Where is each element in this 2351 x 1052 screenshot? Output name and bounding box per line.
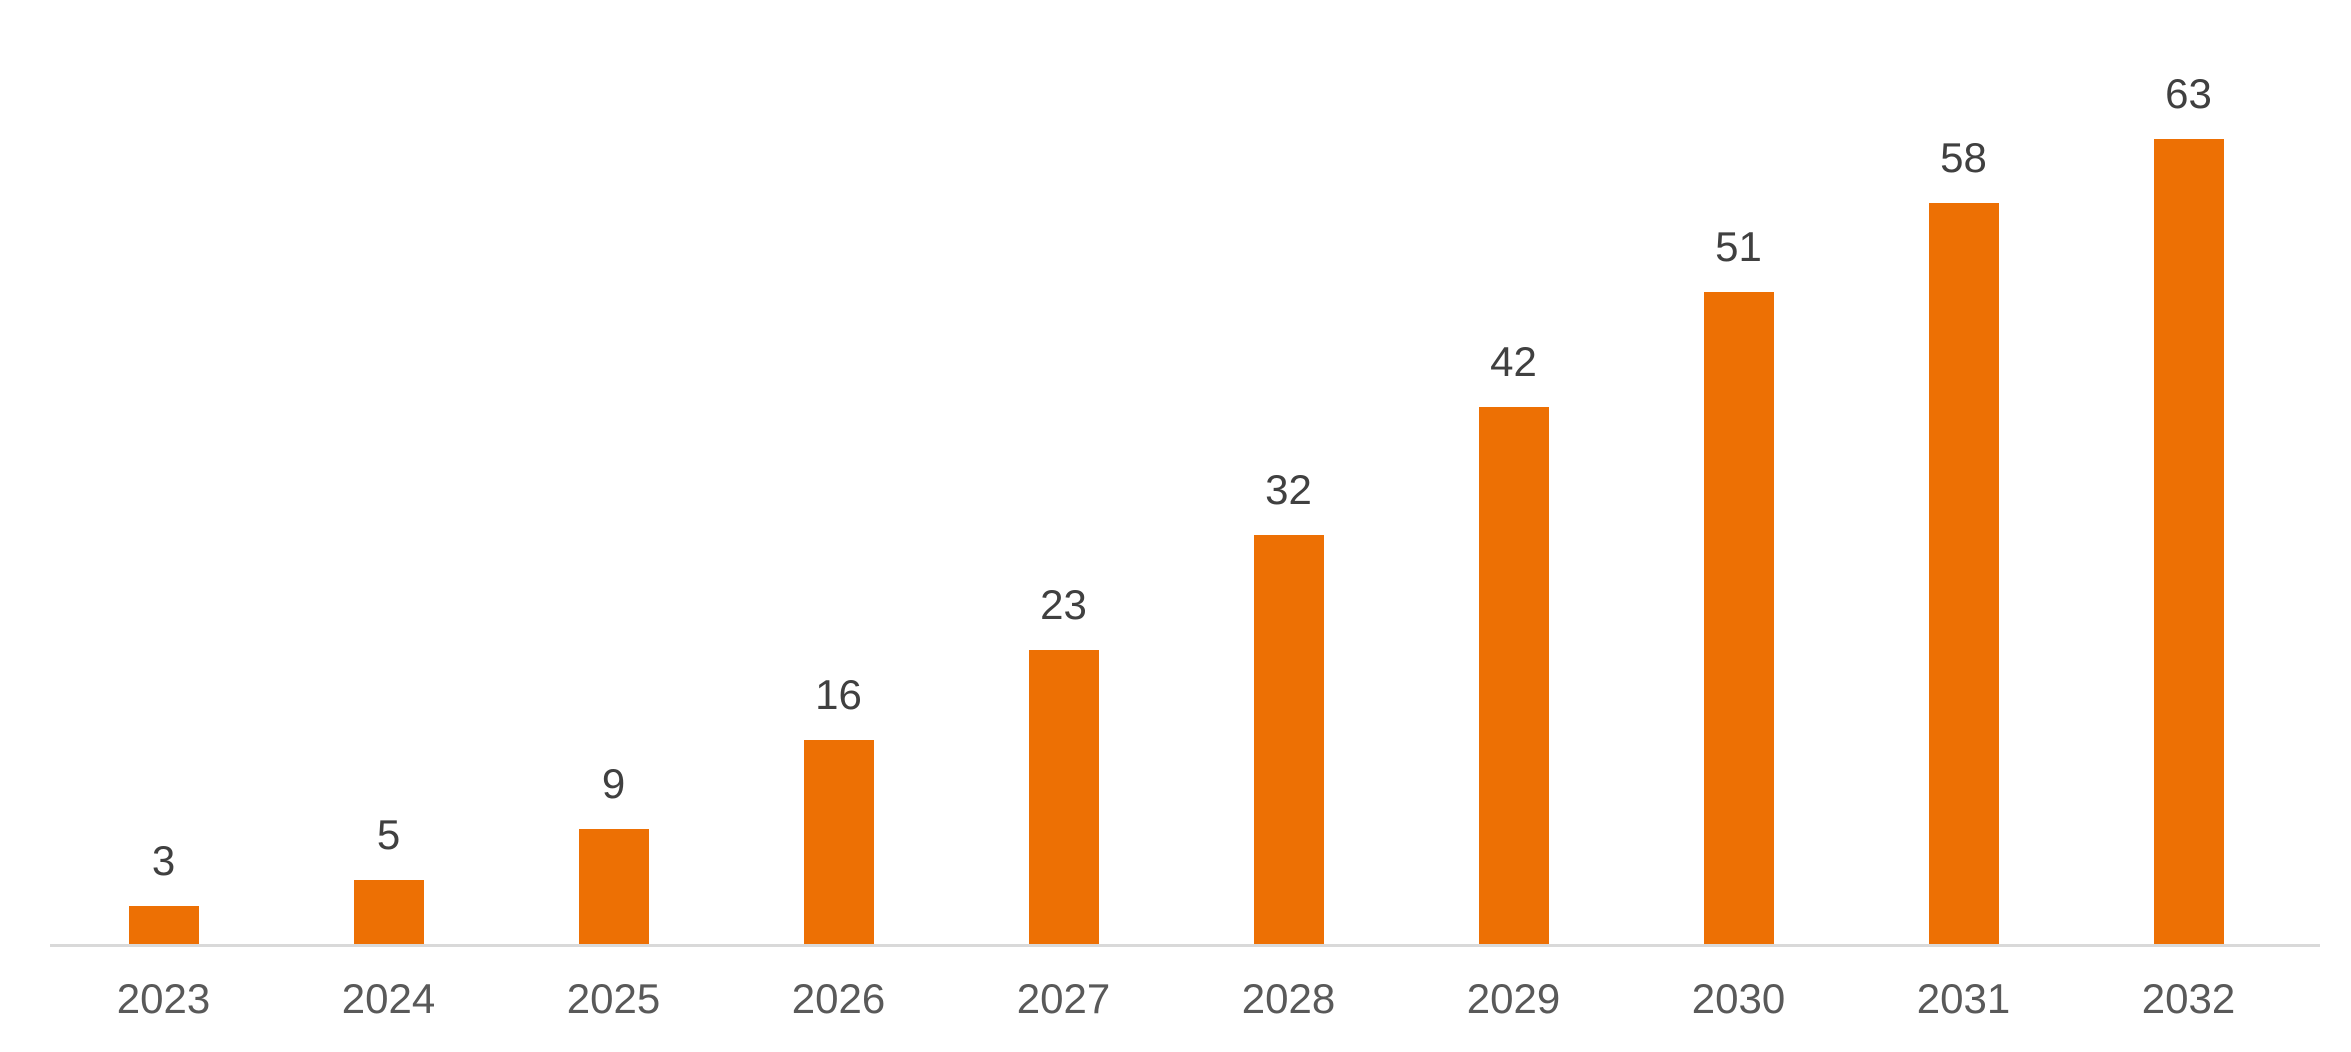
x-axis-label: 2031 [1916, 975, 2011, 1022]
bar [1703, 292, 1774, 944]
bar-value-label: 58 [1940, 134, 1987, 181]
bar [353, 880, 424, 944]
x-axis-label: 2029 [1466, 975, 1561, 1022]
bar [1928, 203, 1999, 944]
bar-value-label: 5 [376, 811, 401, 858]
bar [2153, 139, 2224, 944]
bar-column: 9 [501, 0, 726, 944]
bar [803, 740, 874, 944]
bar-column: 58 [1851, 0, 2076, 944]
bar [1478, 407, 1549, 944]
bar [1253, 535, 1324, 944]
bar-value-label: 51 [1715, 223, 1762, 270]
bar-value-label: 42 [1490, 338, 1537, 385]
x-axis-label: 2027 [1016, 975, 1111, 1022]
x-axis-label: 2025 [566, 975, 661, 1022]
bar-column: 3 [51, 0, 276, 944]
bar-value-label: 3 [151, 837, 176, 884]
x-axis-label: 2024 [341, 975, 436, 1022]
x-axis-line [50, 944, 2320, 947]
bar-value-label: 32 [1265, 466, 1312, 513]
x-axis-label: 2032 [2141, 975, 2236, 1022]
x-axis-labels: 2023 2024 2025 2026 2027 2028 2029 2030 2031 2032 [51, 978, 2301, 1020]
bar-column: 63 [2076, 0, 2301, 944]
x-axis-label: 2023 [116, 975, 211, 1022]
bar-column: 32 [1176, 0, 1401, 944]
bar-column: 23 [951, 0, 1176, 944]
bar-column: 16 [726, 0, 951, 944]
bar [1028, 650, 1099, 944]
plot-area: 3 5 9 16 23 32 42 51 58 63 [51, 0, 2301, 944]
bar-column: 51 [1626, 0, 1851, 944]
bar [128, 906, 199, 944]
bar-value-label: 9 [601, 760, 626, 807]
bar [578, 829, 649, 944]
bar-value-label: 63 [2165, 70, 2212, 117]
bar-column: 42 [1401, 0, 1626, 944]
bar-value-label: 16 [815, 671, 862, 718]
x-axis-label: 2030 [1691, 975, 1786, 1022]
bar-column: 5 [276, 0, 501, 944]
bar-value-label: 23 [1040, 581, 1087, 628]
x-axis-label: 2026 [791, 975, 886, 1022]
x-axis-label: 2028 [1241, 975, 1336, 1022]
